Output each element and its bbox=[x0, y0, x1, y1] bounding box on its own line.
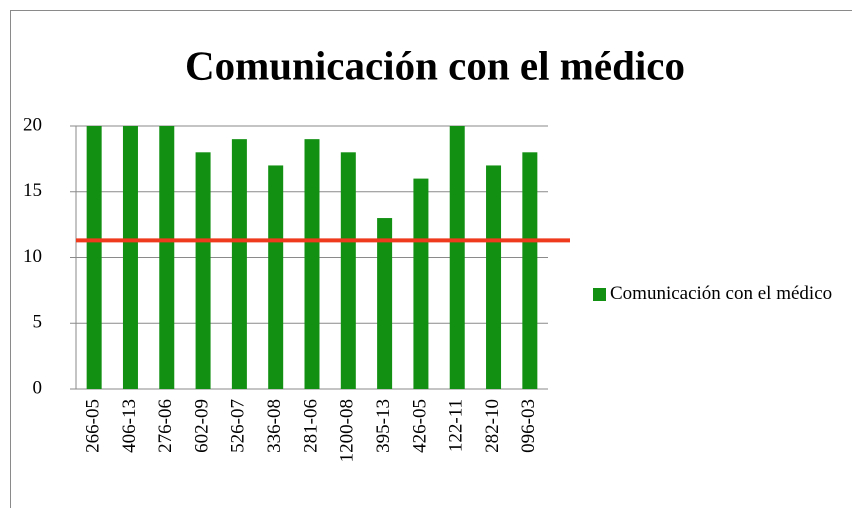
legend: Comunicación con el médico bbox=[593, 280, 833, 308]
bar bbox=[86, 126, 102, 389]
x-tick-label: 336-08 bbox=[264, 399, 285, 453]
x-tick-label: 426-05 bbox=[409, 399, 430, 453]
chart-title: Comunicación con el médico bbox=[185, 42, 685, 88]
x-tick-label: 406-13 bbox=[119, 399, 140, 453]
bar bbox=[377, 218, 393, 389]
bar bbox=[522, 152, 538, 389]
bar bbox=[159, 126, 175, 389]
x-tick-label: 122-11 bbox=[446, 399, 467, 452]
x-tick-label: 395-13 bbox=[373, 399, 394, 453]
x-tick-label: 276-06 bbox=[155, 399, 176, 453]
bar bbox=[340, 152, 356, 389]
bar bbox=[449, 126, 465, 389]
y-tick-label: 10 bbox=[23, 246, 42, 267]
bar bbox=[195, 152, 211, 389]
bar bbox=[486, 165, 502, 389]
y-tick-label: 20 bbox=[23, 114, 42, 135]
y-tick-label: 5 bbox=[33, 312, 43, 333]
x-tick-label: 602-09 bbox=[191, 399, 212, 453]
x-tick-label: 282-10 bbox=[482, 399, 503, 453]
legend-swatch bbox=[593, 288, 606, 301]
y-tick-label: 15 bbox=[23, 180, 42, 201]
x-tick-label: 266-05 bbox=[83, 399, 104, 453]
x-tick-label: 526-07 bbox=[228, 399, 249, 453]
chart-frame bbox=[10, 10, 852, 508]
x-tick-label: 281-06 bbox=[300, 399, 321, 453]
x-tick-label: 096-03 bbox=[518, 399, 539, 453]
legend-label: Comunicación con el médico bbox=[610, 283, 833, 304]
bar bbox=[268, 165, 284, 389]
bar bbox=[304, 139, 320, 389]
x-tick-label: 1200-08 bbox=[337, 399, 358, 462]
bar bbox=[231, 139, 247, 389]
bar bbox=[122, 126, 138, 389]
bar bbox=[413, 178, 429, 389]
y-tick-label: 0 bbox=[33, 377, 43, 398]
